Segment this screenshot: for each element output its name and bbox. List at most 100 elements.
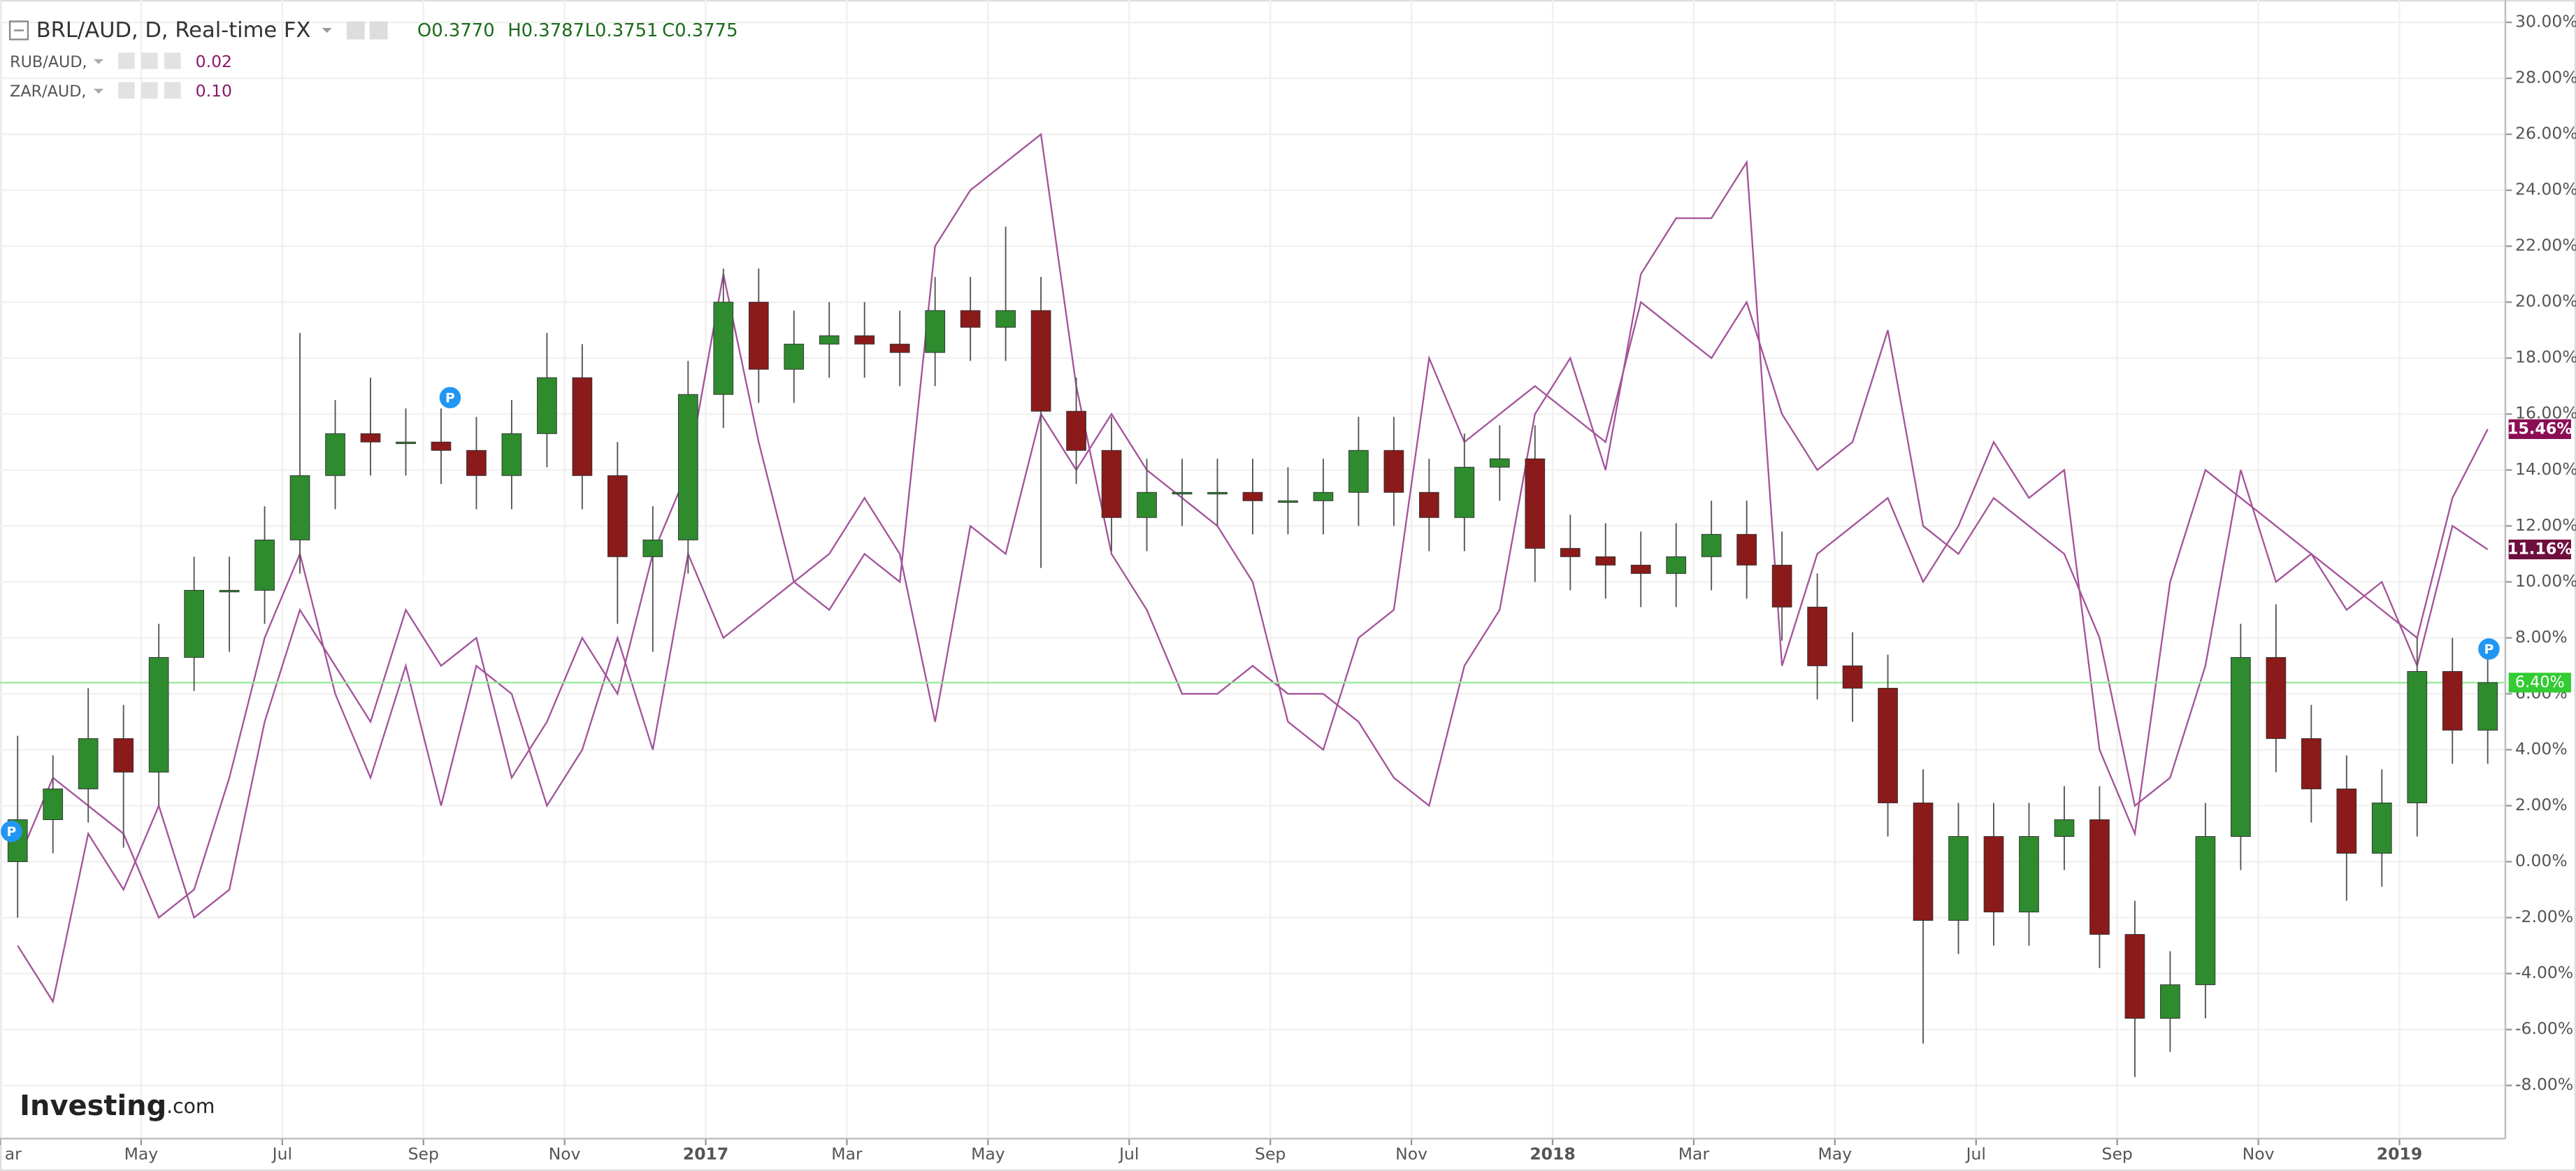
y-tick-label: -2.00% bbox=[2515, 907, 2573, 926]
candle-body bbox=[1560, 547, 1581, 557]
candle-body bbox=[1383, 450, 1404, 493]
candle-body bbox=[2407, 670, 2428, 803]
price-tag bbox=[2508, 673, 2571, 693]
candle-body bbox=[2371, 803, 2392, 854]
y-tick-label: -8.00% bbox=[2515, 1075, 2573, 1094]
ohlc-high: H0.3787 bbox=[508, 20, 584, 41]
candle-body bbox=[2089, 819, 2110, 935]
x-tick-label: May bbox=[971, 1144, 1005, 1164]
legend-name: ZAR/AUD, bbox=[10, 82, 86, 101]
y-tick-label: 22.00% bbox=[2515, 236, 2576, 255]
overlay-layer: BRL/AUD, D, Real-time FX O0.3770 H0.3787… bbox=[1, 18, 2573, 1122]
candle-body bbox=[1525, 458, 1546, 549]
candle-body bbox=[713, 301, 734, 395]
candle-body bbox=[1807, 606, 1827, 666]
candle-body bbox=[819, 335, 840, 345]
candle-body bbox=[2477, 682, 2498, 731]
candle-body bbox=[2124, 934, 2145, 1019]
price-tag-label: 11.16% bbox=[2507, 540, 2573, 558]
x-tick-label: Jul bbox=[1965, 1144, 1986, 1164]
visibility-icon[interactable] bbox=[369, 21, 388, 40]
x-tick-label: 2017 bbox=[683, 1144, 728, 1164]
candle-body bbox=[1030, 310, 1051, 412]
candle-body bbox=[184, 589, 204, 658]
legend-icon[interactable] bbox=[141, 82, 158, 99]
candle-body bbox=[360, 433, 381, 443]
candle-body bbox=[219, 589, 240, 593]
title-menu[interactable] bbox=[322, 27, 332, 34]
x-tick-label: May bbox=[1818, 1144, 1852, 1164]
y-tick-label: -4.00% bbox=[2515, 963, 2573, 982]
price-tag bbox=[2508, 539, 2571, 560]
candle-body bbox=[1666, 556, 1687, 574]
y-tick-label: 26.00% bbox=[2515, 124, 2576, 143]
candle-body bbox=[572, 377, 593, 476]
candle-body bbox=[148, 656, 169, 773]
y-tick-label: 2.00% bbox=[2515, 795, 2568, 814]
settings-icon[interactable] bbox=[346, 21, 365, 40]
legend-icon[interactable] bbox=[141, 52, 158, 69]
legend-icon[interactable] bbox=[118, 52, 135, 69]
x-tick-label: 2019 bbox=[2377, 1144, 2422, 1164]
candle-body bbox=[2336, 789, 2357, 854]
candle-body bbox=[431, 441, 452, 451]
candle-body bbox=[1278, 500, 1298, 503]
candle-body bbox=[1948, 836, 1969, 921]
legend-close[interactable] bbox=[164, 52, 181, 69]
legend-menu[interactable] bbox=[93, 59, 104, 64]
candle-body bbox=[2019, 836, 2039, 913]
series-line bbox=[17, 300, 2489, 919]
y-tick-label: 28.00% bbox=[2515, 68, 2576, 87]
legend-close[interactable] bbox=[164, 82, 181, 99]
candle-body bbox=[1630, 564, 1651, 574]
candle-body bbox=[1242, 491, 1263, 501]
legend-menu[interactable] bbox=[93, 88, 104, 94]
candle-body bbox=[1137, 491, 1157, 518]
candle-body bbox=[289, 475, 310, 540]
logo-suffix: .com bbox=[166, 1095, 215, 1118]
candle-body bbox=[2195, 836, 2216, 986]
y-tick-label: 18.00% bbox=[2515, 347, 2576, 367]
y-tick-label: 20.00% bbox=[2515, 292, 2576, 311]
candle-body bbox=[2231, 656, 2251, 837]
candle-body bbox=[1419, 491, 1439, 518]
legend-icon[interactable] bbox=[118, 82, 135, 99]
y-tick-label: 10.00% bbox=[2515, 571, 2576, 591]
event-marker bbox=[439, 387, 461, 409]
y-tick-label: 14.00% bbox=[2515, 459, 2576, 479]
y-tick-label: 12.00% bbox=[2515, 515, 2576, 535]
legend-name: RUB/AUD, bbox=[10, 53, 87, 71]
y-tick-label: 24.00% bbox=[2515, 180, 2576, 199]
legend-price: 0.10 bbox=[196, 81, 232, 101]
y-tick-label: 4.00% bbox=[2515, 739, 2568, 759]
candle-body bbox=[396, 441, 416, 445]
candle-body bbox=[607, 475, 628, 557]
candle-body bbox=[1454, 466, 1475, 518]
x-tick-label: May bbox=[124, 1144, 159, 1164]
collapse-button[interactable] bbox=[8, 20, 29, 41]
candle-body bbox=[113, 738, 134, 773]
candle-body bbox=[466, 450, 487, 476]
logo: Investing.com bbox=[20, 1090, 215, 1122]
candle-body bbox=[677, 394, 698, 540]
y-tick-label: 0.00% bbox=[2515, 851, 2568, 870]
candle-body bbox=[1066, 410, 1086, 451]
candle-body bbox=[2442, 670, 2463, 731]
event-marker bbox=[1, 820, 22, 842]
event-marker-label: P bbox=[7, 825, 17, 840]
x-tick-label: Nov bbox=[2243, 1144, 2275, 1164]
ohlc-open: O0.3770 bbox=[417, 20, 495, 41]
x-tick-label: Jul bbox=[1118, 1144, 1139, 1164]
candle-body bbox=[1207, 491, 1228, 495]
candle-body bbox=[1913, 803, 1934, 921]
candle-body bbox=[43, 789, 64, 820]
x-tick-label: Mar bbox=[1678, 1144, 1710, 1164]
candle-body bbox=[537, 377, 557, 434]
candle-body bbox=[2266, 656, 2287, 739]
candle-body bbox=[1101, 450, 1122, 518]
candle-body bbox=[925, 310, 946, 353]
event-marker-label: P bbox=[445, 391, 455, 405]
